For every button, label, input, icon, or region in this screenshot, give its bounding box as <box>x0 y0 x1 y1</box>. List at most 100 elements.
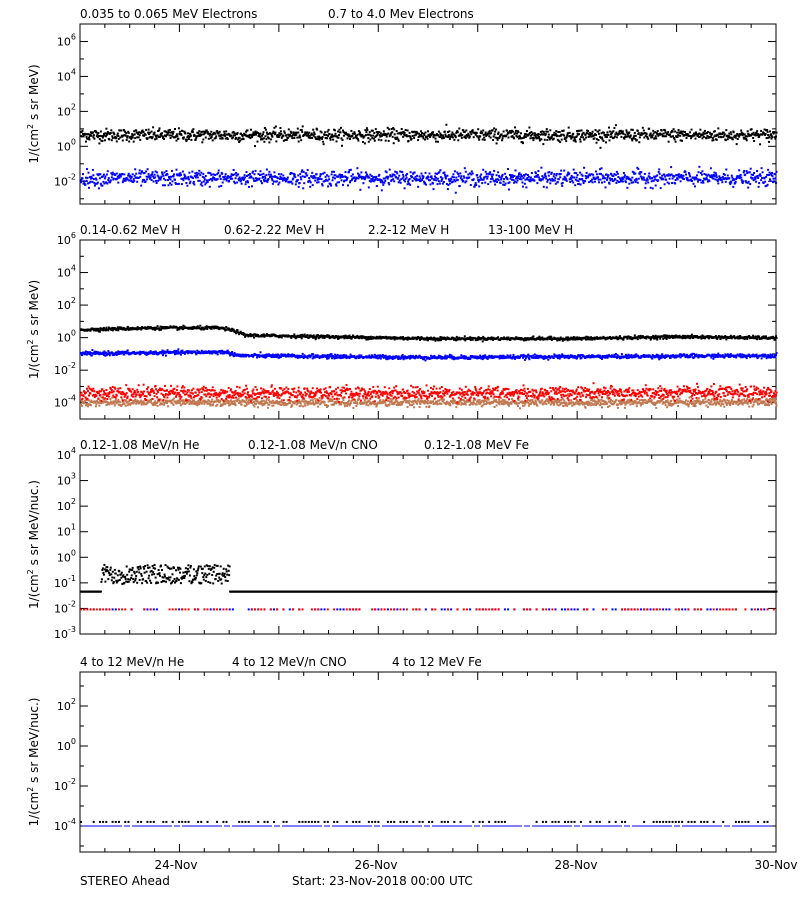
data-point <box>463 167 466 170</box>
data-point <box>413 136 416 139</box>
data-point <box>80 178 83 181</box>
data-point <box>660 129 663 132</box>
data-point <box>273 126 276 129</box>
data-point <box>580 129 583 132</box>
data-point <box>481 138 484 141</box>
data-point <box>482 168 485 171</box>
data-point <box>469 339 472 341</box>
data-point <box>628 182 631 185</box>
data-point <box>163 138 165 140</box>
data-point <box>513 175 516 177</box>
data-point <box>725 129 728 132</box>
data-point <box>122 179 125 182</box>
data-point <box>623 176 626 178</box>
data-point <box>153 131 156 134</box>
data-point <box>375 135 378 137</box>
data-point <box>211 352 214 355</box>
data-point <box>291 182 294 185</box>
data-point <box>292 133 295 135</box>
data-point <box>598 129 601 132</box>
data-point <box>102 132 105 135</box>
data-point <box>287 133 290 136</box>
data-point <box>83 180 85 183</box>
data-point <box>81 177 84 180</box>
data-point <box>387 139 390 142</box>
data-point <box>176 328 179 331</box>
data-point <box>348 169 351 171</box>
data-point <box>464 339 467 342</box>
data-point <box>325 354 328 357</box>
data-point <box>379 335 382 338</box>
data-point <box>572 139 575 142</box>
data-point <box>273 133 276 136</box>
data-point <box>310 175 313 178</box>
data-point <box>483 138 486 141</box>
data-point <box>425 183 427 186</box>
data-point <box>201 184 204 187</box>
data-point <box>326 174 329 177</box>
data-point <box>704 178 707 181</box>
data-point <box>582 182 585 184</box>
data-point <box>559 176 562 179</box>
data-point <box>529 134 532 137</box>
data-point <box>175 352 177 355</box>
data-point <box>630 137 633 140</box>
data-point <box>573 336 576 339</box>
data-point <box>118 327 121 330</box>
data-point <box>292 131 295 134</box>
data-point <box>770 133 772 136</box>
data-point <box>462 180 465 182</box>
data-point <box>442 180 445 183</box>
data-point <box>181 178 184 180</box>
data-point <box>418 175 421 178</box>
data-point <box>395 130 398 132</box>
data-point <box>636 166 639 169</box>
data-point <box>744 173 747 176</box>
data-point <box>402 336 405 338</box>
data-point <box>763 128 766 131</box>
data-point <box>225 179 228 182</box>
data-point <box>144 133 147 136</box>
data-point <box>129 174 132 177</box>
data-point <box>124 329 127 331</box>
data-point <box>591 132 594 135</box>
data-point <box>316 181 319 184</box>
data-point <box>607 175 609 178</box>
data-point <box>213 177 216 179</box>
data-point <box>559 134 562 137</box>
data-point <box>552 179 555 182</box>
data-point <box>274 354 277 357</box>
data-point <box>733 335 736 338</box>
data-point <box>593 134 596 137</box>
data-point <box>208 185 211 188</box>
data-point <box>185 182 188 184</box>
data-point <box>761 177 764 179</box>
data-point <box>207 137 210 140</box>
data-point <box>697 171 700 174</box>
data-point <box>613 135 616 138</box>
data-point <box>296 136 299 139</box>
data-point <box>311 184 314 187</box>
data-point <box>454 180 457 183</box>
data-point <box>663 173 666 176</box>
data-point <box>768 174 770 176</box>
data-point <box>214 132 217 135</box>
data-point <box>322 143 325 146</box>
y-tick-label: 106 <box>57 32 76 48</box>
data-point <box>150 179 153 181</box>
data-point <box>598 172 601 175</box>
data-point <box>537 338 540 341</box>
data-point <box>680 174 683 177</box>
data-point <box>434 175 436 178</box>
data-point <box>219 352 222 355</box>
data-point <box>123 173 126 176</box>
data-point <box>280 173 283 176</box>
data-point <box>123 129 126 132</box>
data-point <box>132 352 135 355</box>
data-point <box>392 127 395 129</box>
data-point <box>272 131 275 134</box>
data-point <box>706 131 709 133</box>
data-point <box>400 133 403 136</box>
data-point <box>514 180 516 183</box>
data-point <box>258 134 261 137</box>
